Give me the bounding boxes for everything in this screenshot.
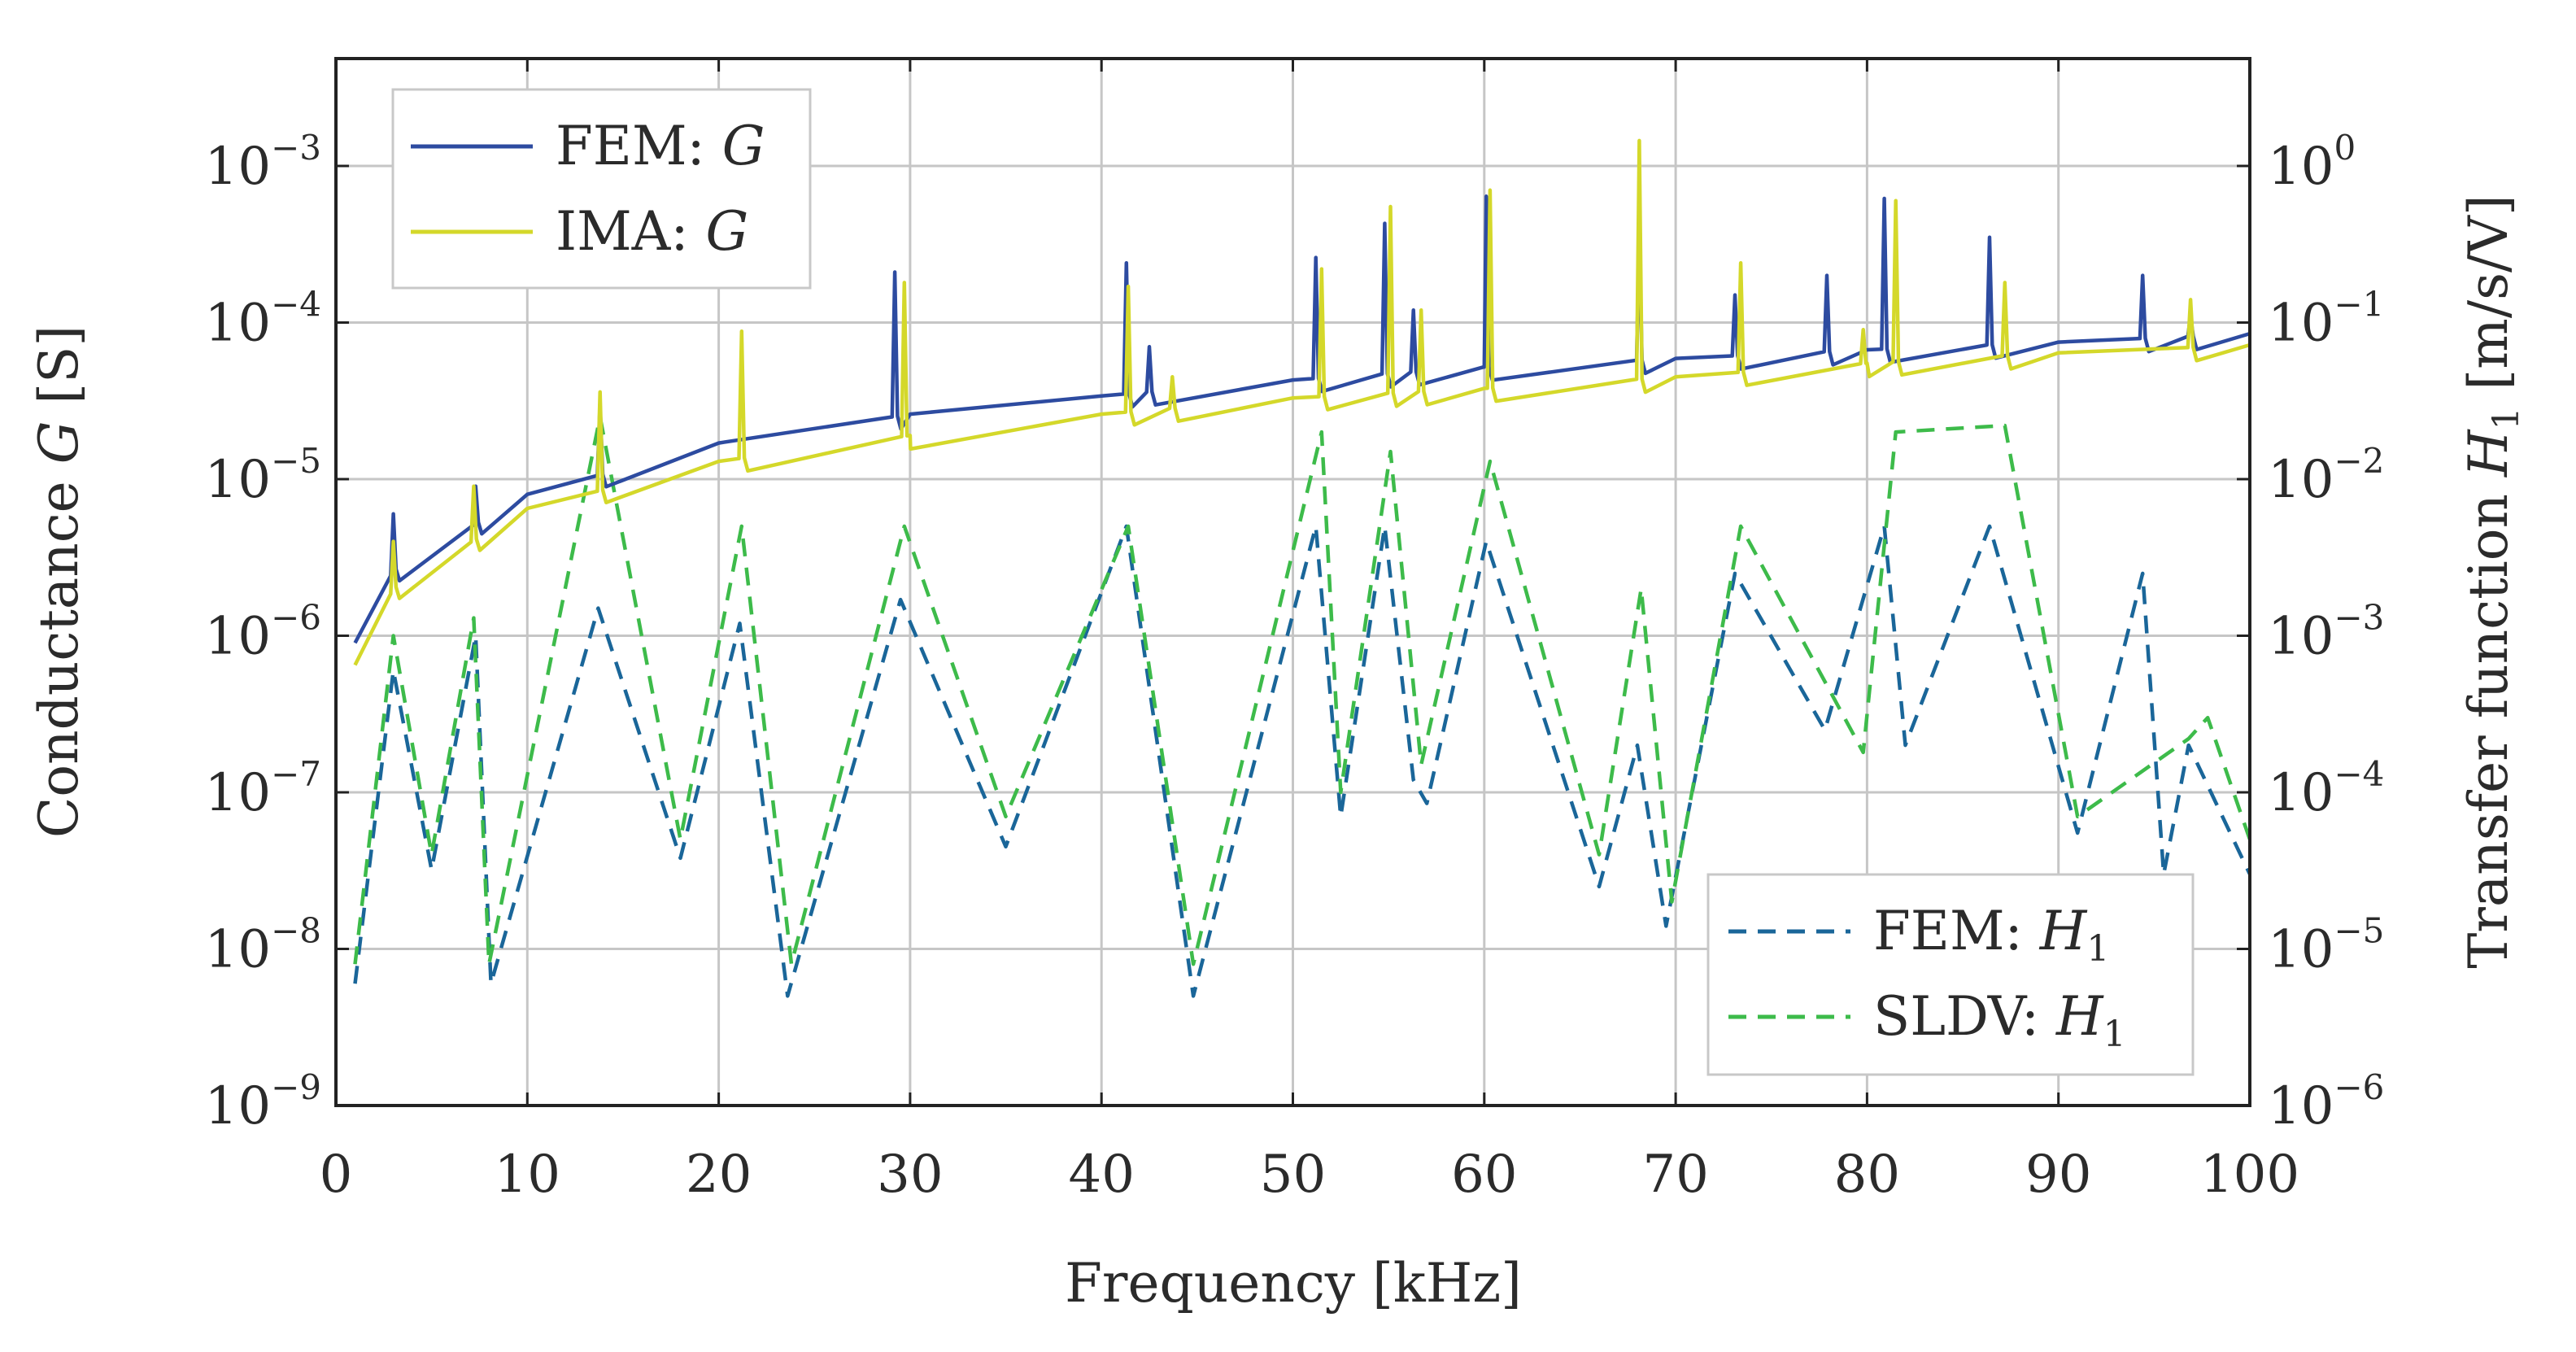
y-tick-labels-left: 10−9 10−8 10−7 10−6 10−5 10−4 10−3 [205,128,321,1136]
x-tick-label: 0 [320,1145,353,1205]
y-tick-label-left: 10−4 [205,285,321,354]
legend-bottom-right-box [1706,873,2195,1076]
legend-bottom-right-items: FEM: H1 SLDV: H1 [1728,900,2126,1055]
y-tick-label-right: 10−5 [2268,911,2384,980]
legend-label: IMA: G [556,200,748,263]
series-line-fem-g [353,194,2251,644]
legend-top-left-items: FEM: G IMA: G [411,115,765,263]
legend-label: FEM: H1 [1873,900,2109,970]
x-tick-label: 80 [1834,1145,1900,1205]
series-line-ima-g [353,138,2251,666]
y-tick-label-right: 10−1 [2268,285,2384,354]
legend-top-left-box [391,88,812,290]
y-tick-label-left: 10−7 [205,754,321,823]
series-line-sldv-h1 [353,415,2252,966]
legend-bottom-right: FEM: H1 SLDV: H1 [1706,873,2195,1076]
x-tick-labels: 0 10 20 30 40 50 60 70 80 90 100 [320,1145,2299,1205]
x-tick-label: 40 [1068,1145,1134,1205]
y-tick-label-left: 10−5 [205,441,321,510]
y-axis-title-left: Conductance G [S] [28,325,90,838]
legend-label: SLDV: H1 [1873,985,2126,1055]
series-line-fem-h1 [353,524,2252,998]
x-tick-label: 30 [877,1145,943,1205]
y-tick-label-right: 10−3 [2268,598,2384,667]
x-tick-label: 70 [1642,1145,1708,1205]
y-tick-label-right: 10−6 [2268,1067,2384,1136]
x-tick-label: 20 [686,1145,752,1205]
x-tick-label: 50 [1260,1145,1326,1205]
x-tick-label: 60 [1451,1145,1517,1205]
x-tick-label: 100 [2200,1145,2299,1205]
y-tick-label-right: 10−4 [2268,754,2384,823]
series-layer [353,138,2252,998]
x-axis-title: Frequency [kHz] [1065,1252,1522,1315]
ticks [334,59,2251,1107]
x-tick-label: 90 [2025,1145,2091,1205]
y-tick-label-left: 10−9 [205,1067,321,1136]
y-axis-title-right: Transfer function H1 [m/s/V] [2457,194,2527,968]
x-tick-label: 10 [495,1145,560,1205]
y-tick-label-right: 100 [2268,128,2356,197]
y-tick-label-left: 10−6 [205,598,321,667]
y-tick-label-left: 10−3 [205,128,321,197]
y-tick-label-left: 10−8 [205,911,321,980]
legend-top-left: FEM: G IMA: G [391,88,812,290]
y-tick-labels-right: 10−6 10−5 10−4 10−3 10−2 10−1 100 [2268,128,2384,1136]
legend-label: FEM: G [556,115,765,177]
y-tick-label-right: 10−2 [2268,441,2384,510]
